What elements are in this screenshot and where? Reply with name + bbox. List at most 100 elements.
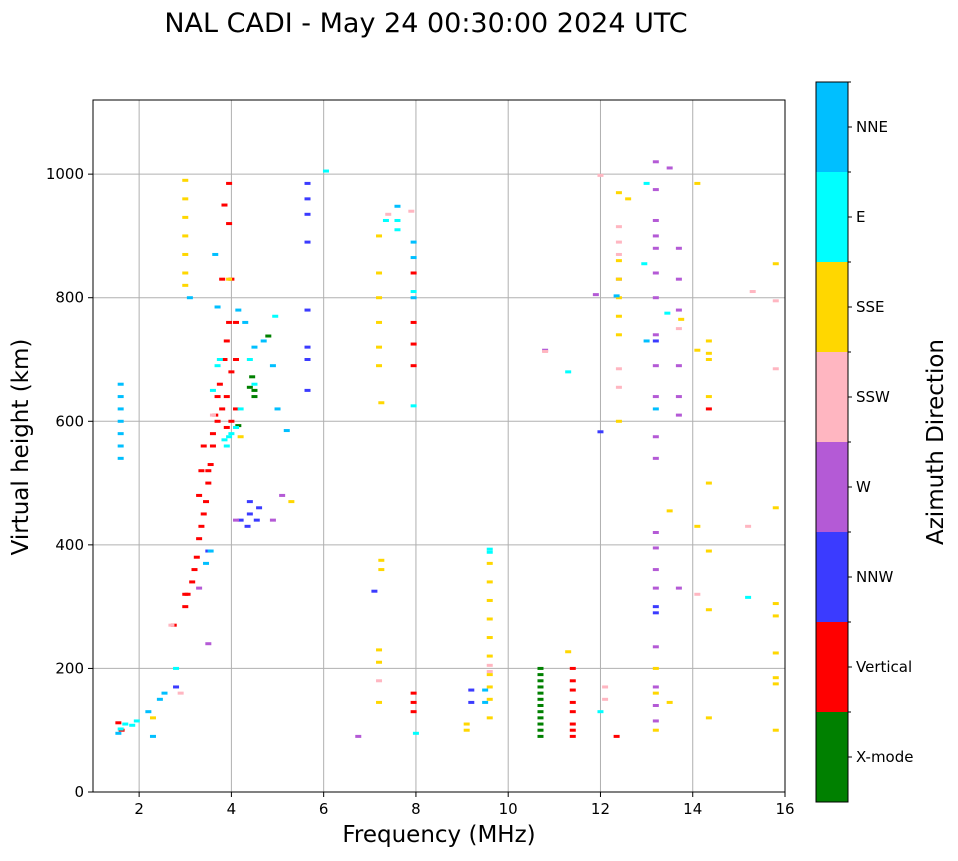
data-point [486,561,493,565]
data-point [117,444,124,448]
data-point [394,218,401,222]
data-point [226,277,233,281]
data-point [385,212,392,216]
data-point [256,506,263,510]
data-point [675,586,682,590]
colorbar-tick-label: NNW [856,568,893,586]
data-point [272,314,279,318]
data-point [242,320,249,324]
data-point [251,382,258,386]
data-point [652,246,659,250]
data-point [705,395,712,399]
data-point [129,723,136,727]
data-point [615,314,622,318]
data-point [486,598,493,602]
data-point [304,212,311,216]
data-point [410,404,417,408]
data-point [569,688,576,692]
data-point [233,407,240,411]
series-w [196,160,682,738]
data-point [304,197,311,201]
data-point [410,691,417,695]
data-point [203,561,210,565]
colorbar-tick-label: E [856,208,865,226]
data-point [177,691,184,695]
colorbar-segment [816,712,848,802]
data-point [652,645,659,649]
data-point [486,670,493,674]
data-point [615,367,622,371]
data-point [233,425,240,429]
data-point [196,586,203,590]
data-point [615,419,622,423]
data-point [182,234,189,238]
data-point [694,181,701,185]
data-point [772,602,779,606]
data-point [191,568,198,572]
data-point [233,518,240,522]
data-point [675,413,682,417]
colorbar-tick-label: X-mode [856,748,913,766]
y-tick-label: 800 [55,289,84,307]
data-point [117,382,124,386]
data-point [161,691,168,695]
data-point [569,734,576,738]
data-point [173,666,180,670]
data-point [537,728,544,732]
data-point [376,648,383,652]
data-point [376,700,383,704]
data-point [410,700,417,704]
x-axis-ticks: 2 4 6 8 10 12 14 16 [134,792,795,818]
data-point [705,608,712,612]
data-point [376,660,383,664]
data-point [117,727,124,731]
data-point [212,252,219,256]
data-point [652,188,659,192]
data-point [652,271,659,275]
y-axis-ticks: 0 200 400 600 800 1000 [46,165,93,801]
data-point [214,364,221,368]
y-tick-label: 1000 [46,165,84,183]
data-point [260,339,267,343]
data-point [694,348,701,352]
data-point [666,166,673,170]
data-point [468,688,475,692]
data-point [615,259,622,263]
data-point [705,549,712,553]
data-point [615,240,622,244]
x-tick-label: 4 [227,800,237,818]
data-point [253,518,260,522]
data-point [705,407,712,411]
data-point [486,580,493,584]
colorbar: X-mode Vertical NNW W SSW SSE E NNE [815,81,913,803]
data-point [486,697,493,701]
x-tick-label: 10 [499,800,518,818]
data-point [265,334,272,338]
data-point [376,271,383,275]
data-point [246,512,253,516]
colorbar-segment [816,172,848,262]
data-point [678,317,685,321]
data-point [410,290,417,294]
data-point [184,592,191,596]
data-point [198,524,205,528]
data-point [226,222,233,226]
data-point [117,395,124,399]
data-point [666,509,673,513]
data-point [694,524,701,528]
data-point [198,469,205,473]
colorbar-label: Azimuth Direction [923,339,949,545]
series-nne [115,204,659,738]
data-point [486,663,493,667]
data-point [205,469,212,473]
colorbar-segment [816,442,848,532]
data-point [569,710,576,714]
data-point [597,430,604,434]
data-point [246,500,253,504]
data-point [705,358,712,361]
data-point [569,722,576,726]
data-point [203,500,210,504]
data-point [251,388,258,392]
data-point [371,589,378,593]
data-point [376,679,383,683]
